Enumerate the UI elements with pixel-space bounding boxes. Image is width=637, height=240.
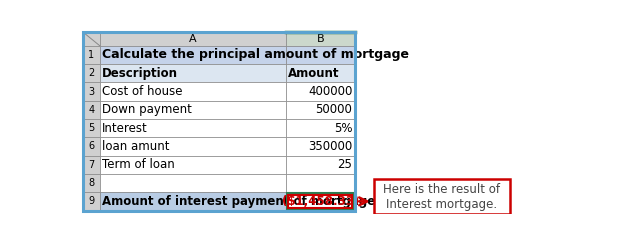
Bar [100,174,286,192]
Bar [83,192,100,210]
Bar [83,32,100,46]
Bar [100,82,286,101]
Bar [286,82,355,101]
Bar [286,32,355,46]
Bar [100,64,286,82]
Text: B: B [317,34,324,44]
Text: 8: 8 [88,178,94,188]
Bar [100,156,286,174]
Bar [100,192,286,210]
Text: Description: Description [102,67,178,80]
Bar [83,119,100,137]
Text: 1: 1 [88,50,94,60]
Bar [286,156,355,174]
Bar [83,32,355,210]
Text: Calculate the principal amount of mortgage: Calculate the principal amount of mortga… [102,48,409,61]
Text: loan amunt: loan amunt [102,140,169,153]
Text: Cost of house: Cost of house [102,85,183,98]
Text: 5: 5 [88,123,94,133]
Bar [100,32,286,46]
Text: Amount: Amount [288,67,340,80]
Bar [100,101,286,119]
Bar [286,137,355,156]
Text: 3: 3 [88,86,94,96]
Text: 350000: 350000 [308,140,352,153]
Bar [286,101,355,119]
Bar [100,137,286,156]
Bar [83,64,100,82]
Text: 7: 7 [88,160,94,170]
Text: 6: 6 [88,141,94,151]
Bar [286,192,355,210]
Bar [288,195,352,208]
Text: 9: 9 [88,196,94,206]
Text: A: A [189,34,197,44]
Text: 50000: 50000 [315,103,352,116]
Bar [83,46,100,64]
Bar [374,179,510,214]
Bar [100,46,286,64]
Bar [286,46,355,64]
Text: 2: 2 [88,68,94,78]
Bar [287,193,354,210]
Text: 25: 25 [338,158,352,171]
Bar [83,137,100,156]
Text: 4: 4 [88,105,94,115]
Bar [83,101,100,119]
Text: Term of loan: Term of loan [102,158,175,171]
Bar [286,119,355,137]
Text: ($1,458.33): ($1,458.33) [282,195,359,208]
Text: Down payment: Down payment [102,103,192,116]
Bar [286,174,355,192]
Text: 400000: 400000 [308,85,352,98]
Text: Here is the result of
Interest mortgage.: Here is the result of Interest mortgage. [383,183,501,211]
Bar [83,174,100,192]
Text: Amount of interest payment of mortgage: Amount of interest payment of mortgage [102,195,375,208]
Text: Interest: Interest [102,122,148,135]
Bar [83,82,100,101]
Bar [100,119,286,137]
Bar [286,64,355,82]
Text: 5%: 5% [334,122,352,135]
Bar [83,156,100,174]
